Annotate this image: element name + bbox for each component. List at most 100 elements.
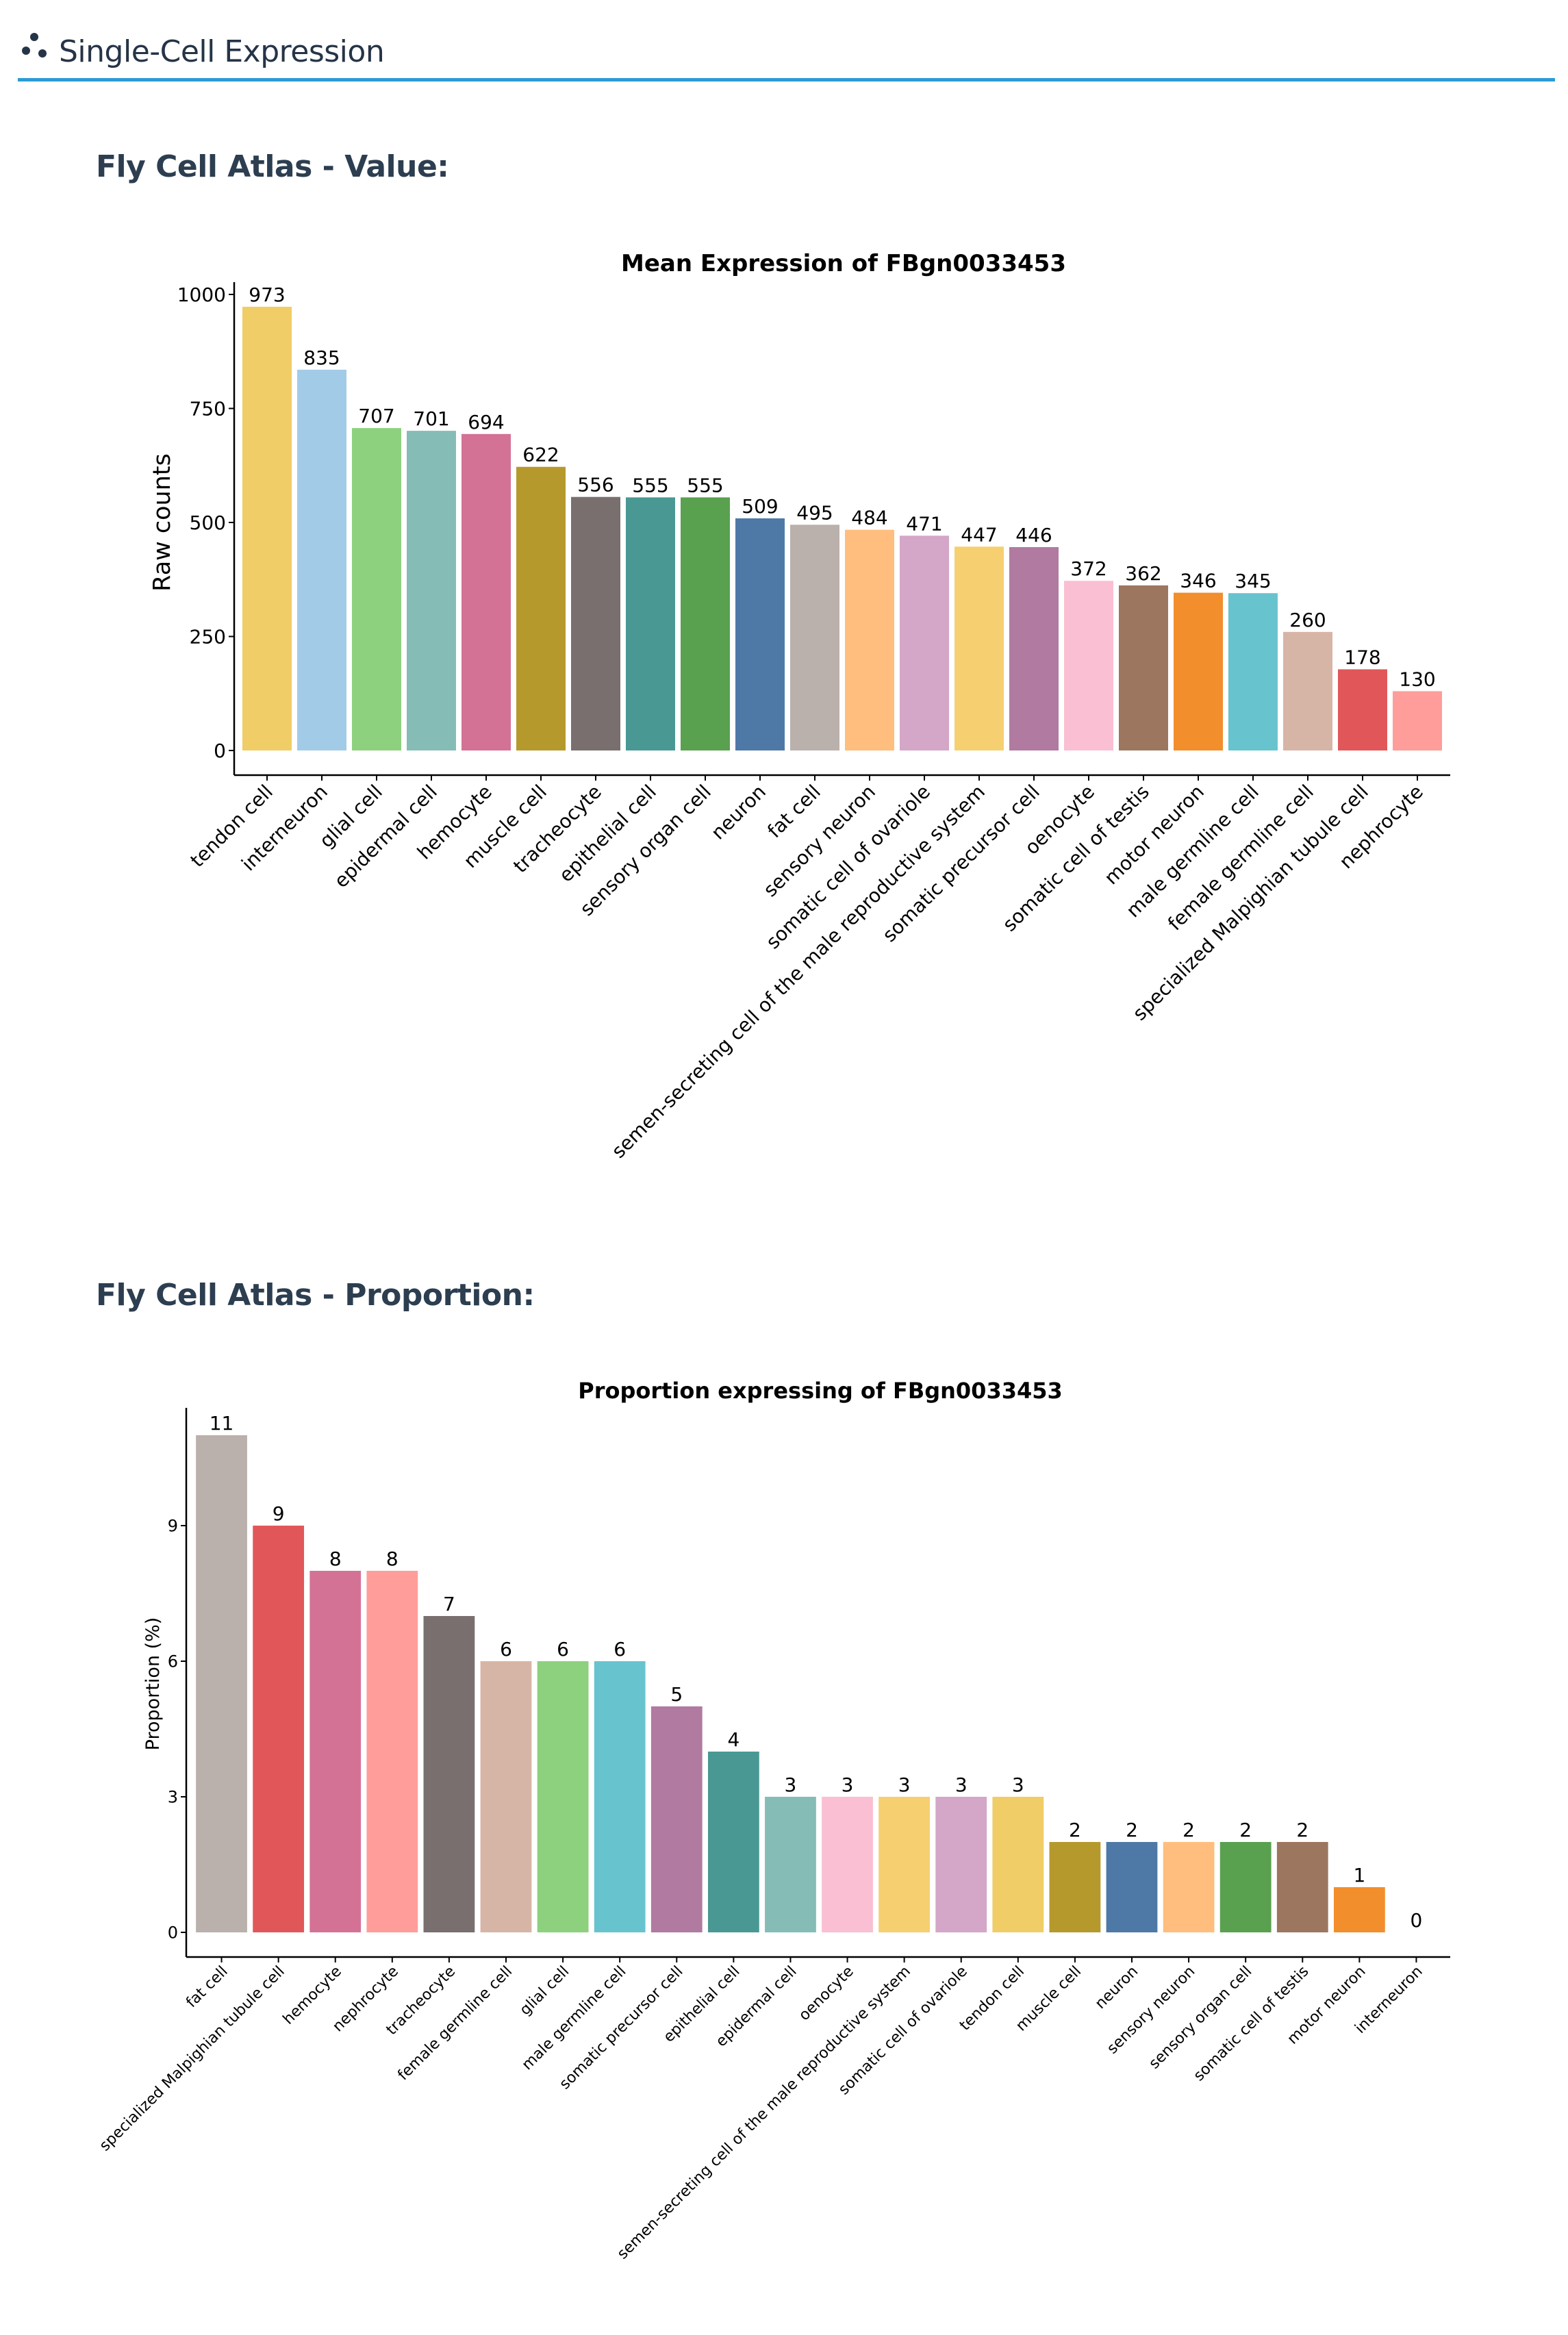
mean-expression-chart: Mean Expression of FBgn0033453 Raw counts… bbox=[149, 250, 1450, 1163]
bar-value-label: 178 bbox=[1344, 646, 1380, 668]
category-label: female germline cell bbox=[394, 1963, 516, 2084]
bar bbox=[650, 1706, 703, 1932]
bar bbox=[626, 497, 675, 750]
bar-value-label: 9 bbox=[273, 1502, 285, 1525]
bar bbox=[1106, 1842, 1158, 1932]
bar-value-label: 484 bbox=[851, 507, 887, 529]
y-tick-label: 9 bbox=[168, 1516, 178, 1535]
y-tick-label: 500 bbox=[190, 512, 226, 534]
bar bbox=[571, 496, 620, 750]
bar-value-label: 7 bbox=[443, 1593, 455, 1615]
bar-value-label: 11 bbox=[210, 1412, 234, 1435]
bar-value-label: 471 bbox=[906, 512, 942, 535]
y-tick-label: 1000 bbox=[177, 283, 226, 306]
bar bbox=[1276, 1842, 1328, 1932]
bar bbox=[707, 1752, 759, 1932]
bar-value-label: 2 bbox=[1069, 1819, 1081, 1841]
bar-value-label: 835 bbox=[303, 346, 340, 369]
bar-value-label: 3 bbox=[955, 1774, 968, 1796]
chart-title: Mean Expression of FBgn0033453 bbox=[621, 250, 1066, 277]
y-tick-label: 3 bbox=[168, 1787, 178, 1806]
bar bbox=[1163, 1842, 1215, 1932]
bar bbox=[516, 466, 566, 750]
bar bbox=[822, 1797, 873, 1932]
bar bbox=[845, 529, 894, 750]
y-tick-label: 0 bbox=[168, 1923, 178, 1942]
category-label: neuron bbox=[1092, 1963, 1141, 2012]
bar-value-label: 509 bbox=[742, 495, 778, 518]
bar-value-label: 4 bbox=[727, 1728, 739, 1751]
y-axis-label: Proportion (%) bbox=[142, 1617, 164, 1751]
category-label: glial cell bbox=[517, 1963, 573, 2019]
bar bbox=[594, 1661, 646, 1932]
bar-value-label: 3 bbox=[1012, 1774, 1024, 1796]
category-label: sensory organ cell bbox=[1146, 1963, 1255, 2073]
bar-value-label: 6 bbox=[500, 1638, 512, 1661]
bar bbox=[1333, 1887, 1385, 1932]
bar-value-label: 3 bbox=[785, 1774, 797, 1796]
bar-value-label: 3 bbox=[842, 1774, 854, 1796]
bar-value-label: 555 bbox=[687, 474, 723, 496]
bar-value-label: 973 bbox=[249, 283, 285, 306]
bar bbox=[900, 535, 949, 750]
y-tick-label: 0 bbox=[214, 740, 226, 762]
bar bbox=[681, 497, 730, 750]
value-section-title: Fly Cell Atlas - Value: bbox=[96, 149, 449, 184]
bar-value-label: 2 bbox=[1183, 1819, 1195, 1841]
bar-value-label: 556 bbox=[577, 474, 614, 496]
bar bbox=[1064, 581, 1113, 750]
y-tick-label: 250 bbox=[190, 625, 226, 648]
bar-value-label: 372 bbox=[1070, 557, 1107, 580]
bar bbox=[1174, 592, 1223, 750]
bar-value-label: 447 bbox=[961, 523, 997, 546]
bar bbox=[297, 369, 346, 750]
bar-value-label: 2 bbox=[1296, 1819, 1308, 1841]
bar-value-label: 346 bbox=[1180, 570, 1216, 592]
bar bbox=[790, 525, 839, 750]
bar-value-label: 2 bbox=[1239, 1819, 1252, 1841]
bar-value-label: 3 bbox=[898, 1774, 911, 1796]
bar bbox=[480, 1661, 532, 1932]
bar-value-label: 2 bbox=[1126, 1819, 1138, 1841]
bar bbox=[309, 1571, 362, 1932]
bar bbox=[242, 306, 292, 750]
bar-value-label: 260 bbox=[1289, 609, 1326, 631]
bar bbox=[253, 1526, 305, 1932]
bar bbox=[461, 433, 511, 750]
y-tick-label: 750 bbox=[190, 397, 226, 420]
bar-value-label: 446 bbox=[1015, 524, 1052, 546]
bar-value-label: 130 bbox=[1399, 668, 1435, 690]
y-axis-label: Raw counts bbox=[149, 453, 176, 592]
bar-value-label: 555 bbox=[632, 474, 668, 496]
bar-value-label: 345 bbox=[1235, 570, 1271, 592]
bar-value-label: 0 bbox=[1411, 1909, 1423, 1932]
bar bbox=[1228, 593, 1278, 750]
bar-value-label: 707 bbox=[358, 405, 394, 427]
bar-value-label: 8 bbox=[329, 1548, 342, 1570]
bar bbox=[1283, 631, 1332, 750]
category-label: fat cell bbox=[183, 1963, 231, 2012]
bar-value-label: 495 bbox=[796, 501, 833, 524]
bar bbox=[992, 1797, 1044, 1932]
category-label: male germline cell bbox=[519, 1963, 630, 2074]
bar bbox=[196, 1435, 247, 1932]
bar-value-label: 694 bbox=[468, 411, 504, 433]
app-header: Single-Cell Expression bbox=[18, 15, 1555, 81]
bar-value-label: 622 bbox=[522, 444, 559, 466]
bar bbox=[1393, 691, 1442, 750]
app-title: Single-Cell Expression bbox=[59, 34, 385, 69]
category-label: oenocyte bbox=[796, 1963, 857, 2025]
category-label: somatic cell of testis bbox=[1191, 1963, 1313, 2085]
bar bbox=[366, 1571, 418, 1932]
y-tick-label: 6 bbox=[168, 1652, 178, 1671]
bar bbox=[954, 546, 1004, 750]
bar bbox=[1049, 1842, 1101, 1932]
scatter-dots-icon bbox=[22, 33, 47, 58]
bar-value-label: 8 bbox=[386, 1548, 399, 1570]
bar bbox=[878, 1797, 931, 1932]
bar bbox=[1219, 1842, 1272, 1932]
bar-value-label: 362 bbox=[1125, 562, 1161, 585]
bar bbox=[1119, 585, 1168, 750]
bar bbox=[1009, 546, 1059, 750]
